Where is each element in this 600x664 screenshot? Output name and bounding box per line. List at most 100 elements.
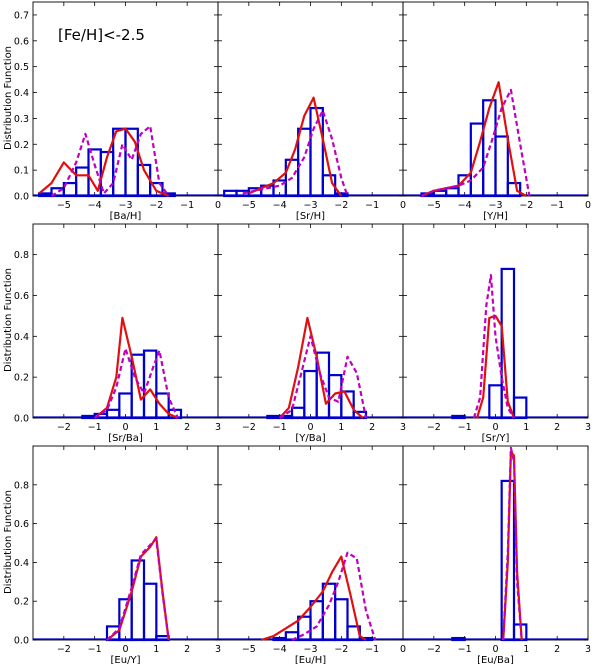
y-tick-label: 0.7	[14, 10, 29, 21]
y-tick-label: 0.0	[14, 414, 29, 425]
x-tick-label: 2	[184, 422, 190, 433]
model-solid-line	[106, 536, 170, 641]
x-axis-label: [Eu/Ba]	[477, 655, 514, 664]
x-tick-label: −2	[242, 422, 256, 433]
x-tick-label: −1	[365, 200, 379, 211]
ylabel-row-1: Distribution Function	[3, 46, 14, 150]
y-tick-label: 0.6	[14, 291, 29, 302]
x-tick-label: −3	[303, 644, 317, 655]
x-tick-label: −4	[273, 644, 287, 655]
x-tick-label: −3	[488, 200, 502, 211]
x-axis-label: [Sr/Ba]	[108, 433, 143, 444]
x-tick-label: −1	[180, 200, 194, 211]
x-tick-label: 0	[492, 422, 498, 433]
x-tick-label: 3	[400, 422, 406, 433]
x-axis-label: [Eu/Y]	[111, 655, 141, 664]
x-tick-label: −1	[550, 200, 564, 211]
model-solid-line	[475, 314, 516, 419]
x-tick-label: −5	[57, 200, 71, 211]
model-dashed-line	[94, 347, 179, 419]
x-tick-label: 0	[215, 200, 221, 211]
model-dashed-line	[291, 551, 377, 641]
y-tick-label: 0.1	[14, 166, 29, 177]
panel-sr-ba: 0.0 0.2 0.4 0.6 0.8 −2 −1 0 1 2 3 [Sr/Ba]	[14, 223, 221, 444]
model-dashed-line	[472, 274, 515, 419]
x-tick-label: 0	[122, 644, 128, 655]
x-tick-label: 1	[153, 422, 159, 433]
x-tick-label: −1	[365, 644, 379, 655]
histogram-bar	[500, 267, 516, 420]
x-tick-label: −4	[273, 200, 287, 211]
x-tick-label: −2	[57, 644, 71, 655]
x-axis-label: [Y/H]	[483, 211, 508, 222]
histogram-bar	[506, 181, 522, 198]
histogram-bar	[142, 582, 158, 642]
y-tick-label: 0.0	[14, 192, 29, 203]
model-dashed-line	[421, 88, 531, 198]
x-tick-label: −5	[242, 200, 256, 211]
histogram-bar	[75, 166, 90, 198]
x-tick-label: 2	[554, 422, 560, 433]
y-tick-label: 0.2	[14, 140, 29, 151]
x-axis-label: [Y/Ba]	[295, 433, 325, 444]
axes-frame	[402, 223, 589, 419]
histogram-bar	[340, 390, 355, 420]
histogram-bar	[149, 181, 164, 198]
x-tick-label: −2	[427, 422, 441, 433]
histogram-bar	[494, 135, 509, 198]
x-tick-label: 0	[307, 422, 313, 433]
y-tick-label: 0.4	[14, 332, 29, 343]
y-tick-label: 0.0	[14, 636, 29, 647]
x-tick-label: 1	[523, 644, 529, 655]
x-tick-label: 2	[554, 644, 560, 655]
histogram-bar	[112, 127, 127, 198]
x-tick-label: 3	[215, 644, 221, 655]
x-tick-label: −5	[427, 200, 441, 211]
ylabel-row-2: Distribution Function	[3, 268, 14, 372]
ylabel-row-3: Distribution Function	[3, 490, 14, 594]
x-tick-label: 1	[523, 422, 529, 433]
histogram-bar	[512, 396, 528, 420]
model-dashed-line	[279, 335, 368, 419]
model-solid-line	[278, 316, 364, 419]
x-tick-label: 1	[338, 422, 344, 433]
x-tick-label: −2	[519, 200, 533, 211]
panel-y-h: −5 −4 −3 −2 −1 0 [Y/H]	[402, 1, 591, 222]
x-tick-label: 0	[400, 200, 406, 211]
x-tick-label: −3	[303, 200, 317, 211]
x-tick-label: −1	[273, 422, 287, 433]
model-solid-line	[248, 96, 343, 197]
x-tick-label: −3	[118, 200, 132, 211]
x-tick-label: 1	[153, 644, 159, 655]
histogram-bar	[488, 384, 503, 420]
x-axis-label: [Sr/H]	[296, 211, 325, 222]
y-tick-label: 0.5	[14, 62, 29, 73]
histogram-bar	[142, 349, 158, 420]
panel-eu-y: 0.0 0.2 0.4 0.6 0.8 −2 −1 0 1 2 3 [Eu/Y]	[14, 445, 221, 664]
y-tick-label: 0.2	[14, 373, 29, 384]
x-tick-label: −4	[88, 200, 102, 211]
axes-frame	[32, 223, 219, 419]
x-axis-label: [Ba/H]	[110, 211, 142, 222]
x-tick-label: −2	[149, 200, 163, 211]
x-tick-label: 0	[122, 422, 128, 433]
histogram-bar	[500, 479, 516, 642]
axes-frame	[402, 445, 589, 641]
x-tick-label: 0	[585, 200, 591, 211]
y-tick-label: 0.8	[14, 480, 29, 491]
y-tick-label: 0.6	[14, 36, 29, 47]
x-tick-label: −1	[458, 644, 472, 655]
model-dashed-line	[50, 125, 170, 197]
model-solid-line	[260, 555, 367, 642]
x-tick-label: 0	[400, 644, 406, 655]
y-tick-label: 0.8	[14, 250, 29, 261]
x-tick-label: −1	[88, 644, 102, 655]
x-tick-label: −2	[334, 644, 348, 655]
axes-frame	[217, 223, 404, 419]
model-solid-line	[93, 316, 179, 420]
panel-sr-y: −2 −1 0 1 2 3 [Sr/Y]	[402, 223, 591, 444]
x-axis-label: [Sr/Y]	[482, 433, 510, 444]
x-tick-label: 3	[585, 644, 591, 655]
